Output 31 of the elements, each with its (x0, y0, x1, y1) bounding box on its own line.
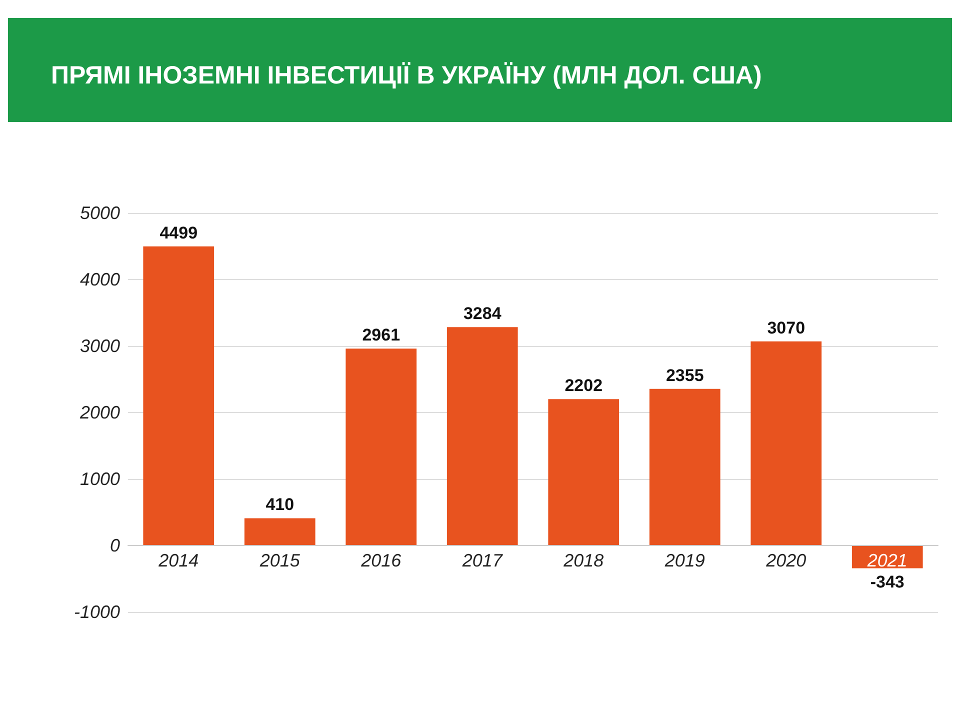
bar (346, 348, 417, 546)
data-label: 2202 (564, 376, 603, 396)
y-tick-label: 1000 (80, 469, 120, 489)
data-label: 4499 (160, 223, 198, 242)
bar (244, 518, 316, 546)
y-tick-label: 3000 (80, 336, 120, 356)
bar (446, 327, 518, 546)
y-tick-label: 0 (110, 536, 120, 556)
bar (143, 246, 214, 546)
x-tick-label: 2014 (158, 550, 199, 570)
chart-title: ПРЯМІ ІНОЗЕМНІ ІНВЕСТИЦІЇ В УКРАЇНУ (МЛН ДОЛ. США) (51, 62, 762, 90)
data-label: 3284 (463, 304, 502, 324)
bar (750, 341, 822, 546)
x-tick-label: 2017 (461, 550, 504, 570)
data-label: -343 (870, 572, 904, 592)
x-tick-label: 2019 (664, 550, 705, 570)
x-tick-label: 2018 (562, 550, 604, 570)
data-label: 410 (266, 495, 294, 514)
x-tick-label: 2015 (258, 550, 301, 570)
x-tick-label: 2020 (765, 550, 806, 570)
x-tick-label: 2016 (360, 550, 402, 570)
bar (649, 388, 720, 546)
bar (548, 399, 620, 546)
y-tick-label: -1000 (74, 602, 120, 622)
data-label: 3070 (767, 318, 806, 338)
y-tick-label: 5000 (80, 203, 120, 223)
data-label: 2355 (666, 366, 704, 385)
x-tick-label: 2021 (866, 550, 908, 570)
y-tick-label: 4000 (80, 270, 120, 290)
y-tick-label: 2000 (78, 402, 120, 422)
data-label: 2961 (362, 326, 400, 345)
